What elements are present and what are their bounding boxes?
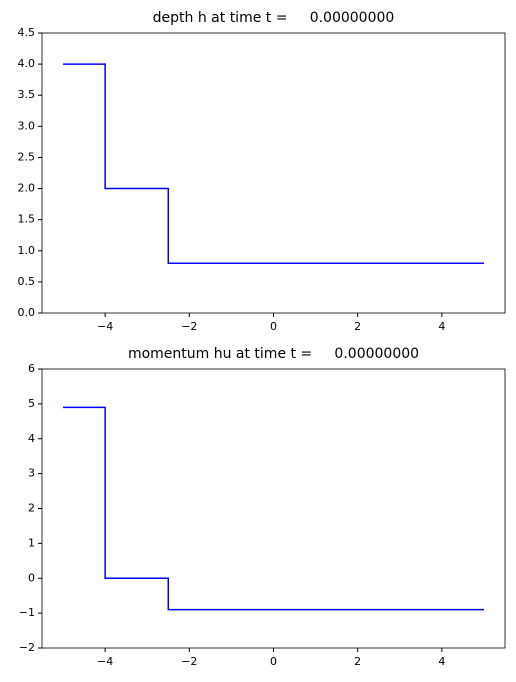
y-tick-label: 4 xyxy=(28,432,35,445)
x-tick-label: −4 xyxy=(97,655,113,668)
y-tick-label: −2 xyxy=(19,641,35,654)
x-tick-label: 4 xyxy=(438,655,445,668)
x-tick-label: 2 xyxy=(354,655,361,668)
y-tick-label: 2.5 xyxy=(18,150,36,163)
axes-frame xyxy=(41,368,506,649)
chart-title: depth h at time t = 0.00000000 xyxy=(153,10,395,26)
y-tick-label: 6 xyxy=(28,362,35,375)
x-tick-label: 0 xyxy=(270,320,277,333)
x-tick-label: −2 xyxy=(181,655,197,668)
y-tick-label: 3 xyxy=(28,467,35,480)
y-tick-label: 2 xyxy=(28,502,35,515)
x-tick-label: 0 xyxy=(270,655,277,668)
data-line xyxy=(63,63,484,264)
y-tick-label: 4.5 xyxy=(18,26,36,39)
y-tick-label: 1.5 xyxy=(18,213,36,226)
chart-title: momentum hu at time t = 0.00000000 xyxy=(128,346,419,362)
x-tick-label: −2 xyxy=(181,320,197,333)
y-tick-label: 2.0 xyxy=(18,182,36,195)
y-tick-label: 0.5 xyxy=(18,275,36,288)
x-tick-label: 2 xyxy=(354,320,361,333)
y-tick-label: 4.0 xyxy=(18,57,36,70)
y-tick-label: 0 xyxy=(28,571,35,584)
axes-frame xyxy=(41,32,506,314)
y-tick-label: 0.0 xyxy=(18,306,36,319)
y-tick-label: 3.0 xyxy=(18,119,36,132)
y-tick-label: 5 xyxy=(28,397,35,410)
x-tick-label: −4 xyxy=(97,320,113,333)
y-tick-label: 1 xyxy=(28,536,35,549)
y-tick-label: −1 xyxy=(19,606,35,619)
y-tick-label: 3.5 xyxy=(18,88,36,101)
x-tick-label: 4 xyxy=(438,320,445,333)
y-tick-label: 1.0 xyxy=(18,244,36,257)
data-line xyxy=(63,406,484,611)
